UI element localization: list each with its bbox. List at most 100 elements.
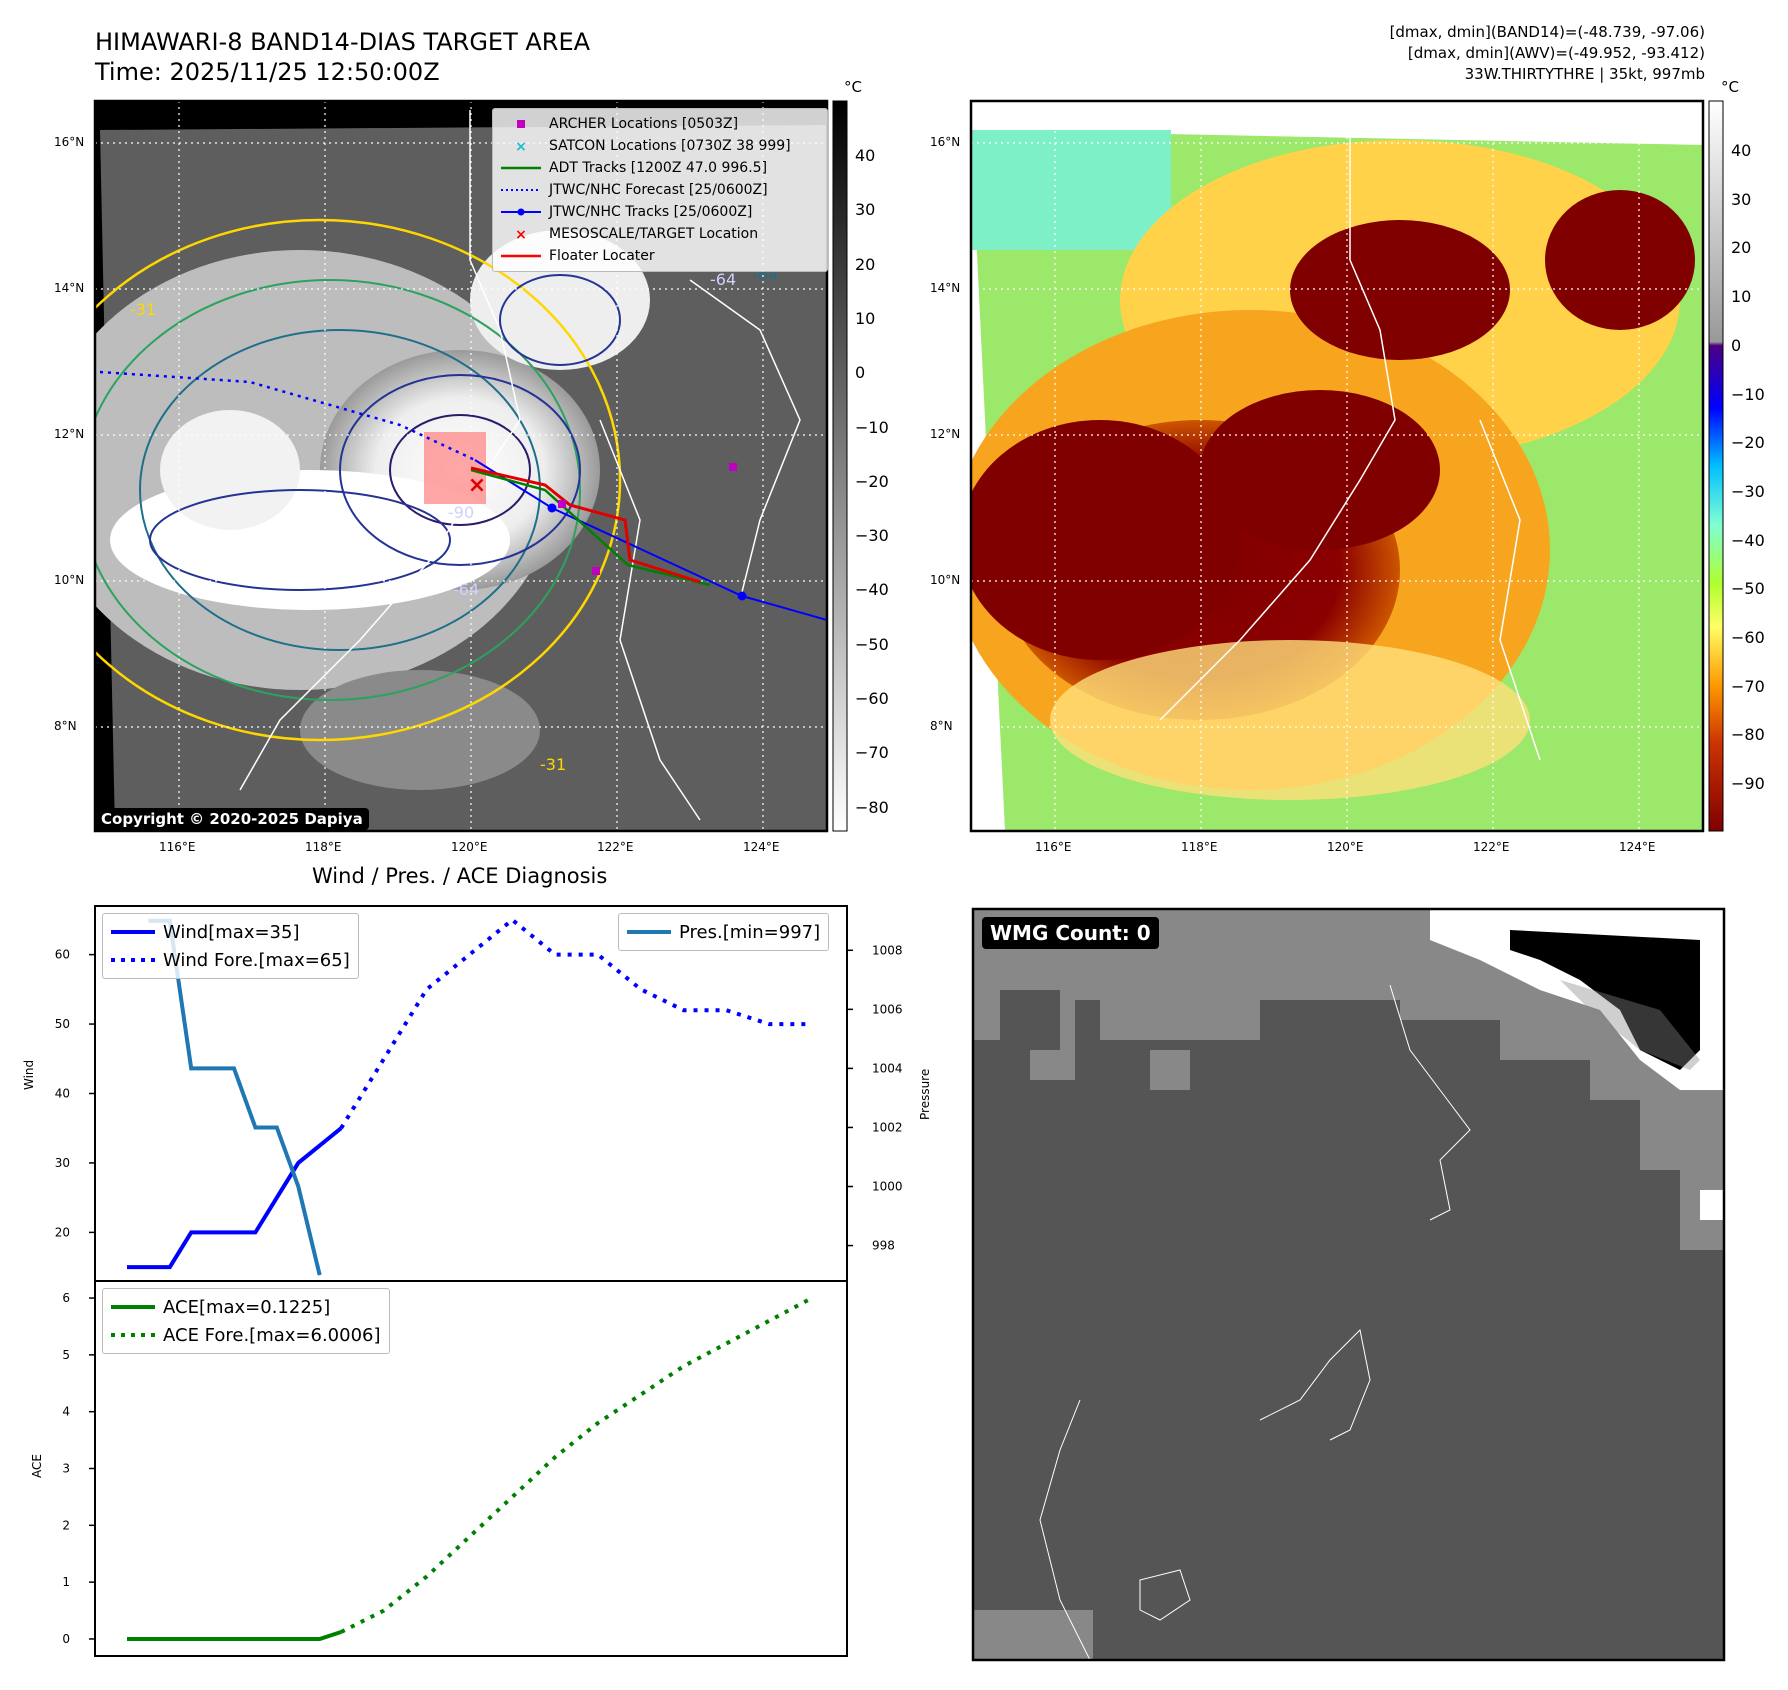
legend-swatch-icon [501, 205, 541, 219]
color-colorbar-tick: −70 [1731, 676, 1765, 696]
color-colorbar-tick: −80 [1731, 725, 1765, 745]
lon-tick-label: 120°E [451, 840, 488, 854]
ace-tick-label: 0 [62, 1632, 70, 1646]
map-legend-label: JTWC/NHC Forecast [25/0600Z] [549, 182, 768, 198]
wind-tick-label: 20 [55, 1225, 70, 1239]
wmg-panel [971, 907, 1726, 1662]
ace-tick-label: 2 [62, 1518, 70, 1532]
legend-swatch-icon: × [501, 227, 541, 241]
color-colorbar-tick: −20 [1731, 433, 1765, 453]
lon-tick-label: 116°E [1035, 840, 1072, 854]
gray-colorbar-tick: −70 [855, 743, 889, 763]
color-colorbar-tick: −40 [1731, 530, 1765, 550]
legend-swatch-icon [501, 117, 541, 131]
color-colorbar-tick: −10 [1731, 384, 1765, 404]
archer-marker [558, 500, 566, 508]
figure-time: Time: 2025/11/25 12:50:00Z [95, 58, 440, 86]
gray-colorbar-tick: −10 [855, 417, 889, 437]
lat-tick-label: 12°N [54, 427, 85, 441]
wind-tick-label: 60 [55, 948, 70, 962]
map-legend-item: JTWC/NHC Tracks [25/0600Z] [501, 201, 819, 223]
ace-forecast-legend-label: ACE Fore.[max=6.0006] [163, 1324, 381, 1346]
svg-text:×: × [515, 139, 527, 153]
ace-legend-label: ACE[max=0.1225] [163, 1296, 331, 1318]
map-legend-item: ADT Tracks [1200Z 47.0 996.5] [501, 157, 819, 179]
gray-colorbar-tick: −60 [855, 689, 889, 708]
lat-tick-label: 14°N [930, 281, 961, 295]
wind-legend-label: Wind[max=35] [163, 921, 300, 943]
jtwc-track [474, 459, 827, 621]
gray-colorbar-tick: 30 [855, 200, 876, 220]
contour-label: -64 [710, 270, 737, 289]
map-legend-item: JTWC/NHC Forecast [25/0600Z] [501, 179, 819, 201]
wind-axis-label: Wind [22, 1059, 36, 1090]
pressure-tick-label: 1008 [872, 943, 903, 957]
gray-colorbar-tick: −20 [855, 471, 889, 491]
legend-swatch-icon [501, 161, 541, 175]
map-legend-label: JTWC/NHC Tracks [25/0600Z] [549, 204, 753, 220]
ace-tick-label: 3 [62, 1462, 70, 1476]
info-line-2: [dmax, dmin](AWV)=(-49.952, -93.412) [1407, 44, 1705, 62]
map-legend-item: ARCHER Locations [0503Z] [501, 113, 819, 135]
color-colorbar-tick: 40 [1731, 141, 1752, 160]
lat-tick-label: 10°N [54, 573, 85, 587]
lat-tick-label: 8°N [54, 719, 77, 733]
color-colorbar-tick: −60 [1731, 628, 1765, 647]
gray-colorbar-tick: 10 [855, 308, 876, 328]
ace-tick-label: 1 [62, 1575, 70, 1589]
wind-legend: Wind[max=35] Wind Fore.[max=65] [102, 913, 359, 979]
lon-tick-label: 122°E [597, 840, 634, 854]
color-colorbar-tick: 0 [1731, 335, 1742, 355]
lat-tick-label: 14°N [54, 281, 85, 295]
map-legend-item: × MESOSCALE/TARGET Location [501, 223, 819, 245]
color-colorbar-tick: 20 [1731, 238, 1752, 258]
lat-tick-label: 16°N [54, 135, 85, 149]
color-map-panel [969, 99, 1705, 833]
series-line [127, 1126, 343, 1270]
wmg-count-badge: WMG Count: 0 [982, 917, 1159, 949]
pressure-tick-label: 1000 [872, 1180, 903, 1194]
ace-tick-label: 5 [62, 1348, 70, 1362]
lon-tick-label: 118°E [305, 840, 342, 854]
lat-tick-label: 16°N [930, 135, 961, 149]
series-line [127, 1630, 342, 1641]
pressure-tick-label: 1006 [872, 1002, 903, 1016]
y-ticks-group: 60 50 40 30 20 1008 1006 1004 1002 1000 998 6 5 4 3 2 1 0 [55, 943, 903, 1646]
map-legend-item: Floater Locater [501, 245, 819, 267]
lon-tick-label: 122°E [1473, 840, 1510, 854]
color-colorbar-tick: −30 [1731, 481, 1765, 501]
lat-tick-label: 12°N [930, 427, 961, 441]
gray-colorbar-tick: −40 [855, 580, 889, 600]
ace-tick-label: 4 [62, 1405, 70, 1419]
target-marker: × [468, 473, 486, 498]
map-legend-label: MESOSCALE/TARGET Location [549, 226, 759, 242]
copyright-badge: Copyright © 2020-2025 Dapiya [95, 808, 369, 830]
ace-legend: ACE[max=0.1225] ACE Fore.[max=6.0006] [102, 1288, 390, 1354]
ace-axis-label: ACE [30, 1454, 44, 1478]
archer-marker [729, 463, 737, 471]
ace-series-group [127, 1296, 813, 1641]
ace-tick-label: 6 [62, 1291, 70, 1305]
pressure-tick-label: 998 [872, 1239, 895, 1253]
diagnosis-title: Wind / Pres. / ACE Diagnosis [312, 864, 608, 888]
map-legend: ARCHER Locations [0503Z] × SATCON Location… [492, 108, 828, 272]
figure-title: HIMAWARI-8 BAND14-DIAS TARGET AREA [95, 28, 591, 56]
gray-colorbar-unit: °C [844, 78, 862, 96]
color-colorbar-unit: °C [1721, 78, 1739, 96]
map-legend-item: × SATCON Locations [0730Z 38 999] [501, 135, 819, 157]
info-line-1: [dmax, dmin](BAND14)=(-48.739, -97.06) [1389, 23, 1705, 41]
contour-label: -31 [130, 300, 157, 319]
pressure-legend-label: Pres.[min=997] [679, 921, 821, 943]
wind-series-group [127, 917, 812, 1270]
gray-colorbar-tick: 20 [855, 254, 876, 274]
lon-tick-label: 116°E [159, 840, 196, 854]
wind-tick-label: 30 [55, 1156, 70, 1170]
lon-tick-label: 118°E [1181, 840, 1218, 854]
pressure-axis-label: Pressure [918, 1068, 932, 1120]
legend-swatch-icon: × [501, 139, 541, 153]
color-colorbar-tick: −50 [1731, 579, 1765, 599]
pressure-legend: Pres.[min=997] [618, 913, 830, 951]
gray-colorbar-tick: 40 [855, 146, 876, 165]
archer-marker [592, 567, 600, 575]
